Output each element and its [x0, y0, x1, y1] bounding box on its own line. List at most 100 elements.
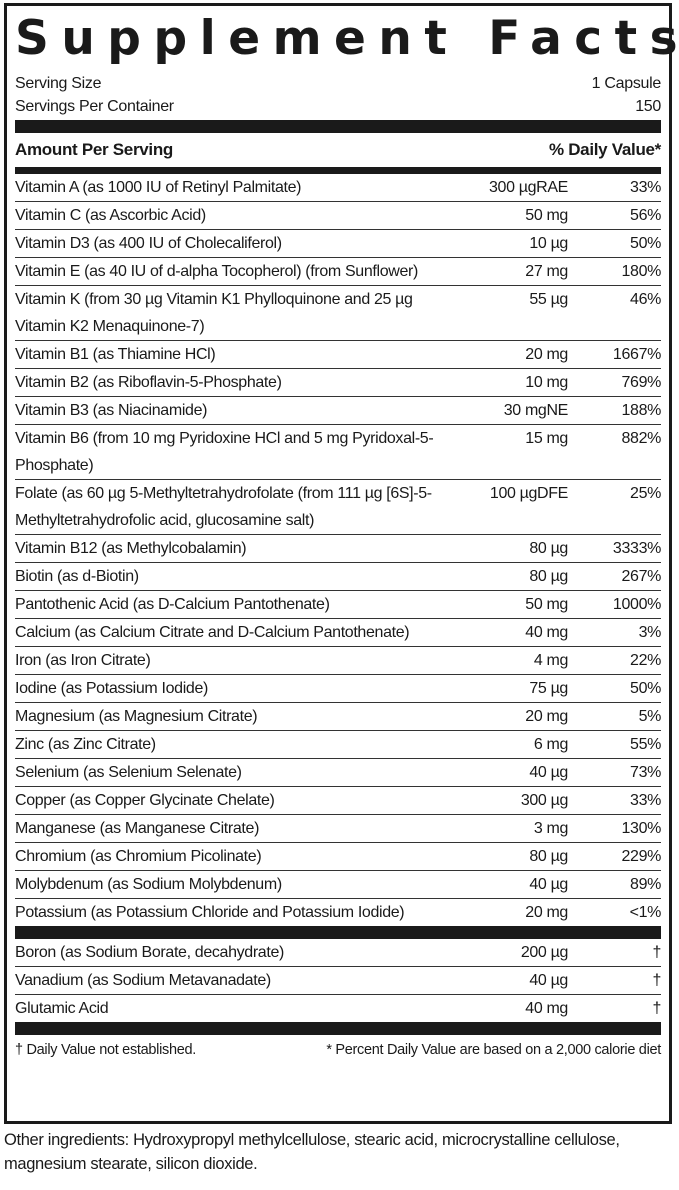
nutrient-dv: 188%	[621, 402, 661, 419]
nutrient-name: Glutamic Acid	[15, 1000, 109, 1017]
nutrient-amount: 55 µg	[529, 291, 568, 308]
nutrient-dv: 55%	[630, 736, 661, 753]
footnotes: † Daily Value not established. * Percent…	[15, 1035, 661, 1065]
table-row: Iodine (as Potassium Iodide) 75 µg 50%	[15, 675, 661, 703]
nutrient-name: Biotin (as d-Biotin)	[15, 568, 139, 585]
nutrient-name: Vitamin B2 (as Riboflavin-5-Phosphate)	[15, 374, 282, 391]
nutrient-name: Magnesium (as Magnesium Citrate)	[15, 708, 258, 725]
table-row: Pantothenic Acid (as D-Calcium Pantothen…	[15, 591, 661, 619]
amount-header: Amount Per Serving	[15, 140, 174, 159]
nutrient-dv: 33%	[630, 179, 661, 196]
dv-header: % Daily Value*	[548, 140, 661, 159]
nutrient-dv: 5%	[638, 708, 662, 725]
table-row: Manganese (as Manganese Citrate) 3 mg 130%	[15, 815, 661, 843]
divider-thick	[15, 120, 661, 133]
divider-thick	[15, 1022, 661, 1035]
servings-per-container-label: Servings Per Container	[15, 98, 174, 115]
table-row: Vitamin C (as Ascorbic Acid) 50 mg 56%	[15, 202, 661, 230]
nutrient-name: Zinc (as Zinc Citrate)	[15, 736, 156, 753]
nutrient-name: Vitamin B3 (as Niacinamide)	[15, 402, 208, 419]
nutrient-dv: 769%	[621, 374, 661, 391]
nutrient-amount: 80 µg	[529, 848, 568, 865]
column-header: Amount Per Serving % Daily Value*	[15, 133, 661, 167]
nutrient-dv: 229%	[621, 848, 661, 865]
nutrient-amount: 200 µg	[520, 944, 569, 961]
nutrient-amount: 20 mg	[525, 904, 568, 921]
servings-per-container-value: 150	[635, 98, 661, 115]
nutrient-dv: 25%	[630, 485, 661, 502]
nutrient-amount: 80 µg	[529, 568, 568, 585]
nutrient-amount: 50 mg	[525, 207, 568, 224]
nutrient-amount: 20 mg	[525, 346, 568, 363]
nutrient-dv: 882%	[621, 430, 661, 447]
table-row: Vitamin B1 (as Thiamine HCl) 20 mg 1667%	[15, 341, 661, 369]
table-row: Glutamic Acid 40 mg †	[15, 995, 661, 1022]
nutrient-amount: 20 mg	[525, 708, 568, 725]
nutrient-amount: 3 mg	[533, 820, 569, 837]
nutrient-name: Vitamin K (from 30 µg Vitamin K1 Phylloq…	[15, 291, 413, 335]
supplement-facts-panel: Supplement Facts Serving Size Servings P…	[4, 3, 679, 1124]
nutrient-dv: †	[652, 944, 661, 961]
nutrient-name: Copper (as Copper Glycinate Chelate)	[15, 792, 275, 809]
nutrient-amount: 10 mg	[525, 374, 568, 391]
nutrient-name: Vitamin B6 (from 10 mg Pyridoxine HCl an…	[15, 430, 434, 474]
nutrient-dv: 3333%	[612, 540, 661, 557]
table-row: Calcium (as Calcium Citrate and D-Calciu…	[15, 619, 661, 647]
nutrient-name: Pantothenic Acid (as D-Calcium Pantothen…	[15, 596, 330, 613]
nutrient-amount: 40 µg	[529, 972, 568, 989]
nutrient-amount: 15 mg	[525, 430, 568, 447]
nutrient-dv: †	[652, 972, 661, 989]
table-row: Vitamin B2 (as Riboflavin-5-Phosphate) 10…	[15, 369, 661, 397]
nutrient-amount: 6 mg	[533, 736, 569, 753]
nutrient-name: Vitamin B1 (as Thiamine HCl)	[15, 346, 216, 363]
table-row: Vitamin B6 (from 10 mg Pyridoxine HCl an…	[15, 425, 661, 480]
nutrient-name: Vitamin D3 (as 400 IU of Cholecaliferol)	[15, 235, 282, 252]
nutrient-dv: 22%	[630, 652, 661, 669]
nutrient-name: Vitamin C (as Ascorbic Acid)	[15, 207, 206, 224]
nutrient-dv: 1667%	[612, 346, 661, 363]
nutrient-amount: 40 µg	[529, 764, 568, 781]
panel-title: Supplement Facts	[15, 11, 679, 66]
table-row: Iron (as Iron Citrate) 4 mg 22%	[15, 647, 661, 675]
nutrient-dv: <1%	[629, 904, 662, 921]
nutrient-name: Chromium (as Chromium Picolinate)	[15, 848, 262, 865]
nutrient-amount: 75 µg	[529, 680, 568, 697]
nutrient-name: Potassium (as Potassium Chloride and Pot…	[15, 904, 405, 921]
table-row: Vanadium (as Sodium Metavanadate) 40 µg †	[15, 967, 661, 995]
nutrient-dv: 267%	[621, 568, 661, 585]
nutrient-name: Vitamin A (as 1000 IU of Retinyl Palmita…	[15, 179, 302, 196]
table-row: Folate (as 60 µg 5-Methyltetrahydrofolat…	[15, 480, 661, 535]
other-ingredient-table: Boron (as Sodium Borate, decahydrate) 200…	[15, 939, 661, 1022]
table-row: Zinc (as Zinc Citrate) 6 mg 55%	[15, 731, 661, 759]
nutrient-dv: †	[652, 1000, 661, 1017]
nutrient-dv: 56%	[630, 207, 661, 224]
nutrient-dv: 50%	[630, 235, 661, 252]
table-row: Chromium (as Chromium Picolinate) 80 µg 22…	[15, 843, 661, 871]
nutrient-name: Folate (as 60 µg 5-Methyltetrahydrofolat…	[15, 485, 432, 529]
nutrient-amount: 50 mg	[525, 596, 568, 613]
serving-info: Serving Size Servings Per Container 1 Ca…	[15, 72, 661, 118]
table-row: Molybdenum (as Sodium Molybdenum) 40 µg 89…	[15, 871, 661, 899]
table-row: Magnesium (as Magnesium Citrate) 20 mg 5%	[15, 703, 661, 731]
asterisk-footnote: * Percent Daily Value are based on a 2,0…	[326, 1042, 661, 1058]
nutrient-name: Iodine (as Potassium Iodide)	[15, 680, 208, 697]
nutrient-dv: 1000%	[612, 596, 661, 613]
table-row: Vitamin A (as 1000 IU of Retinyl Palmita…	[15, 174, 661, 202]
table-row: Boron (as Sodium Borate, decahydrate) 200…	[15, 939, 661, 967]
nutrient-amount: 27 mg	[525, 263, 568, 280]
table-row: Vitamin K (from 30 µg Vitamin K1 Phylloq…	[15, 286, 661, 341]
nutrient-name: Vitamin E (as 40 IU of d-alpha Tocophero…	[15, 263, 418, 280]
nutrient-amount: 300 µgRAE	[488, 179, 568, 196]
nutrient-amount: 4 mg	[533, 652, 569, 669]
nutrient-name: Iron (as Iron Citrate)	[15, 652, 151, 669]
nutrient-name: Calcium (as Calcium Citrate and D-Calciu…	[15, 624, 410, 641]
nutrient-name: Manganese (as Manganese Citrate)	[15, 820, 260, 837]
serving-size-value: 1 Capsule	[591, 75, 662, 92]
table-row: Selenium (as Selenium Selenate) 40 µg 73%	[15, 759, 661, 787]
nutrient-dv: 33%	[630, 792, 661, 809]
nutrient-amount: 40 mg	[525, 624, 568, 641]
dagger-footnote: † Daily Value not established.	[15, 1042, 196, 1058]
table-row: Vitamin B3 (as Niacinamide) 30 mgNE 188%	[15, 397, 661, 425]
table-row: Potassium (as Potassium Chloride and Pot…	[15, 899, 661, 926]
nutrient-dv: 180%	[621, 263, 661, 280]
